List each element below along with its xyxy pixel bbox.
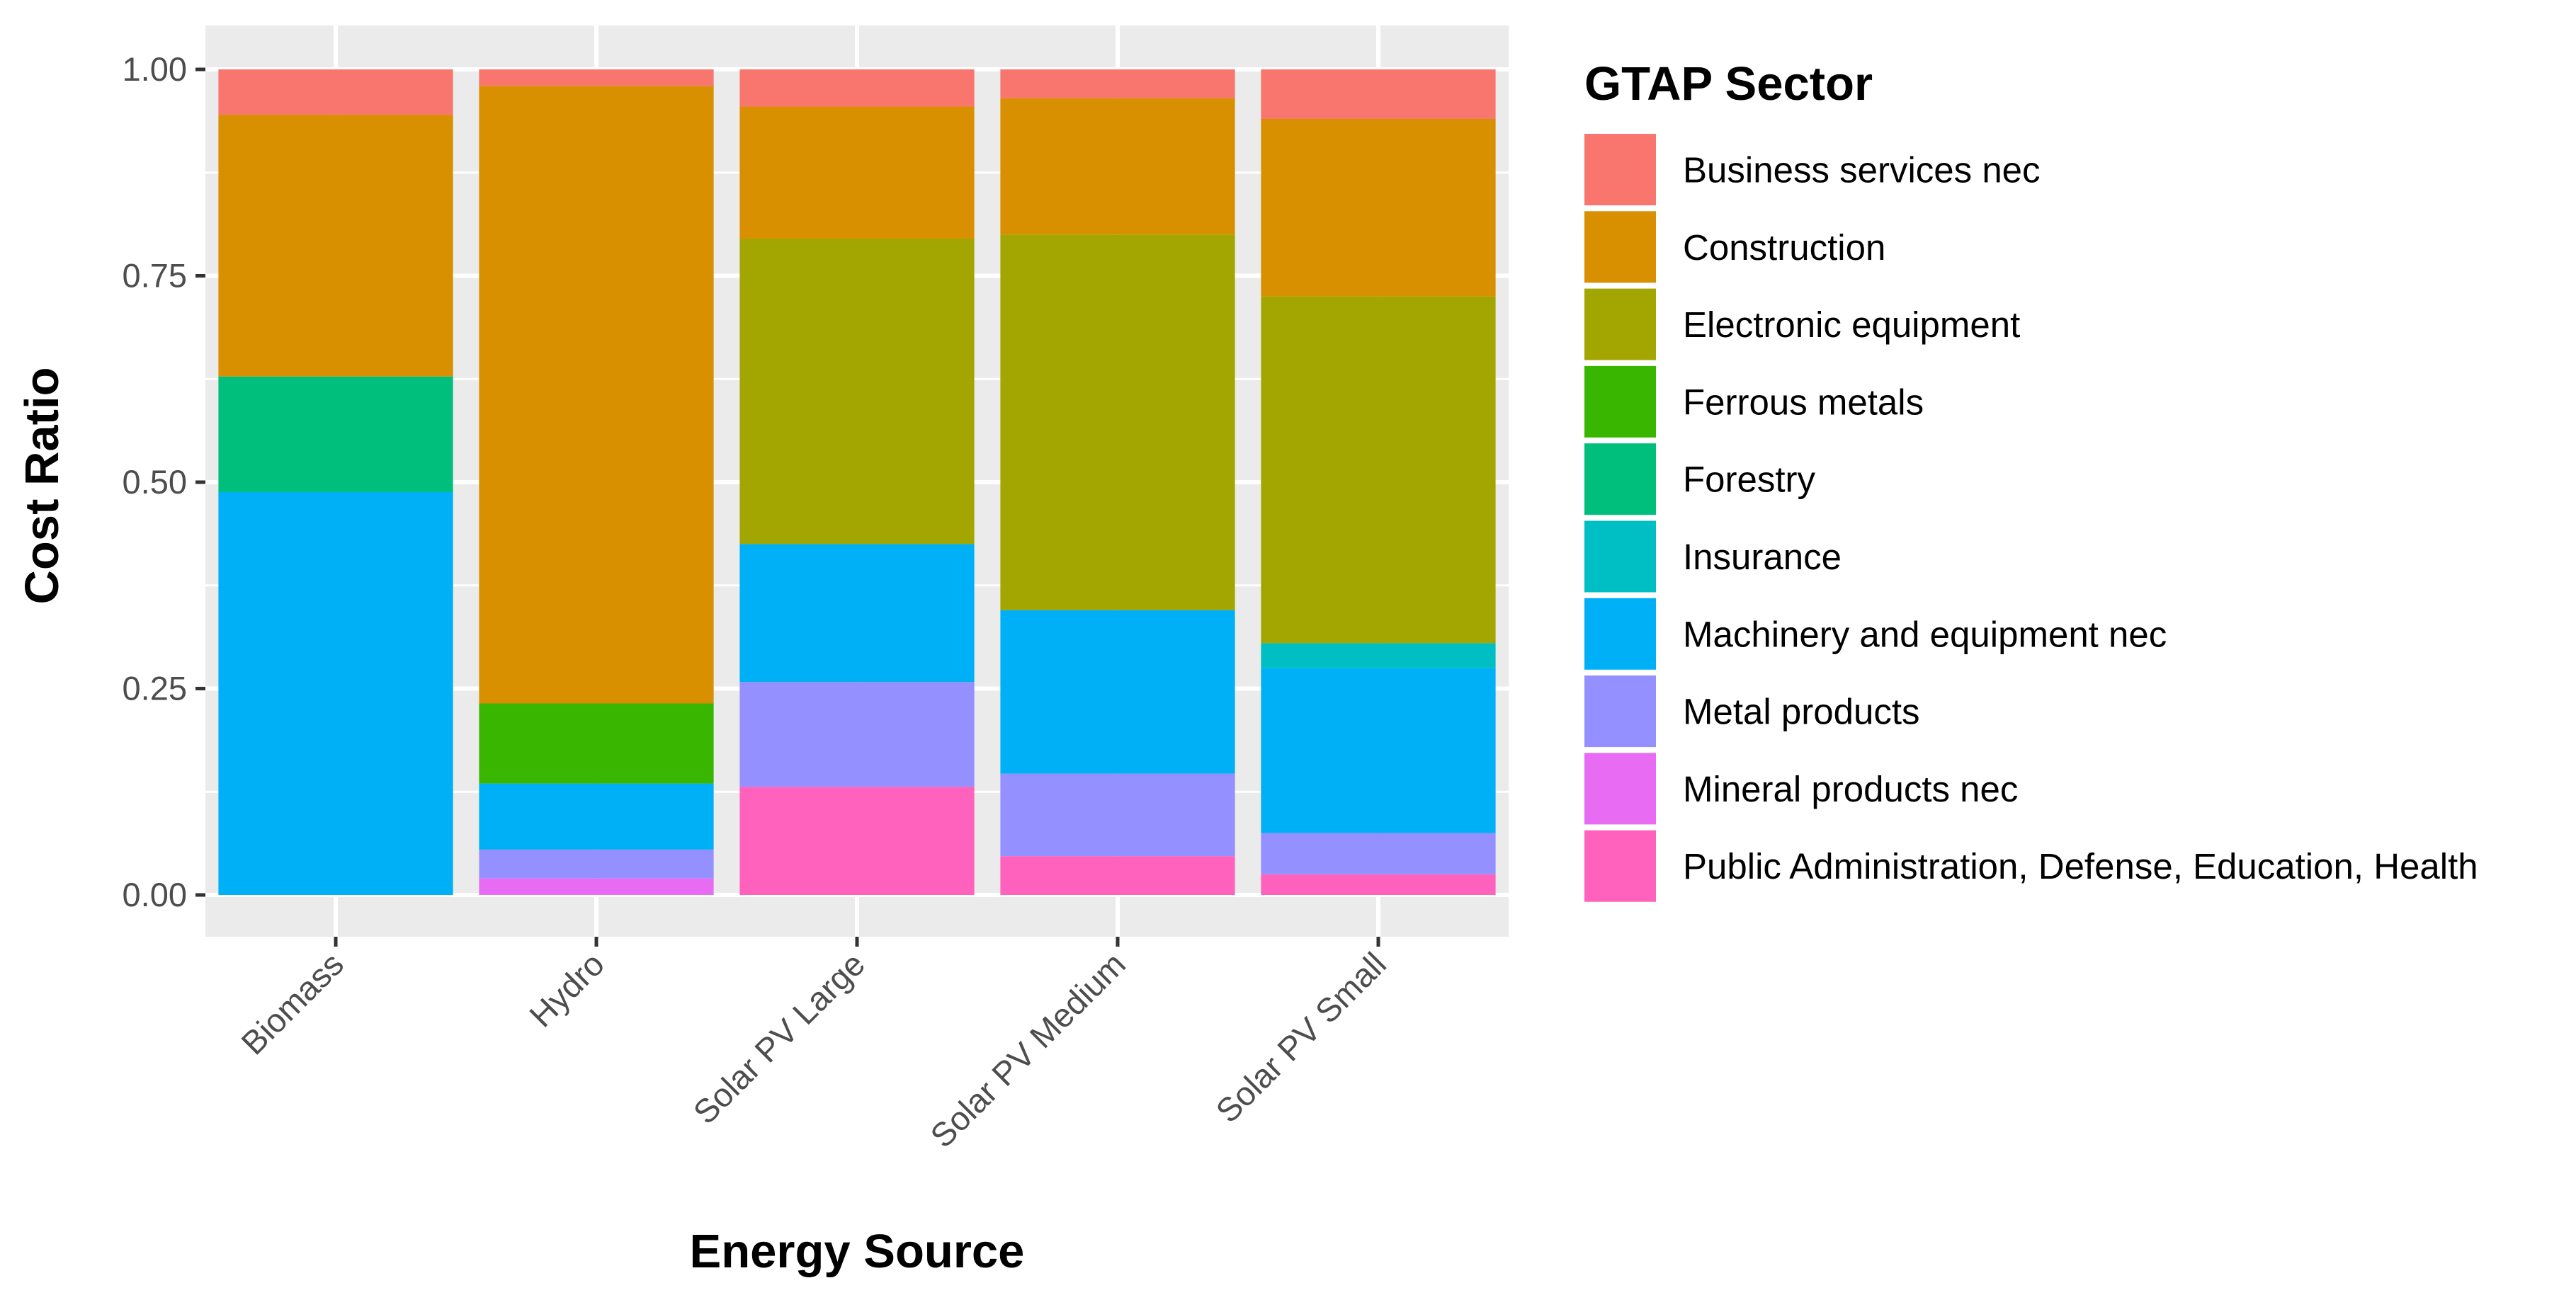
legend-label: Construction: [1683, 227, 1885, 268]
x-tick-label: Solar PV Medium: [923, 945, 1133, 1155]
x-tick-label: Solar PV Small: [1208, 945, 1393, 1130]
bar-segment: [479, 878, 714, 895]
bar-segment: [1000, 69, 1235, 98]
legend-label: Ferrous metals: [1683, 382, 1924, 422]
bar-segment: [1261, 874, 1496, 895]
legend-key: [1584, 211, 1656, 283]
bar-segment: [739, 69, 975, 107]
legend-label: Insurance: [1683, 537, 1842, 577]
bar-segment: [1000, 773, 1235, 857]
legend-key: [1584, 830, 1656, 902]
bar-segment: [479, 86, 714, 704]
x-axis: Biomass Hydro Solar PV Large Solar PV Mediu…: [234, 937, 1393, 1155]
bar-segment: [739, 544, 975, 683]
bar-segment: [479, 703, 714, 784]
bar-segment: [1261, 833, 1496, 874]
bar-segment: [1261, 118, 1496, 297]
bars: [218, 69, 1496, 895]
bar-segment: [479, 783, 714, 850]
bar-segment: [218, 491, 453, 895]
legend-key: [1584, 134, 1656, 205]
y-tick-label: 0.75: [123, 257, 187, 295]
legend-key: [1584, 288, 1656, 360]
bar-segment: [218, 69, 453, 115]
y-tick-label: 0.25: [123, 670, 187, 707]
bar-segment: [1261, 296, 1496, 644]
legend-label: Business services nec: [1683, 150, 2041, 190]
bar-segment: [218, 376, 453, 492]
legend-label: Electronic equipment: [1683, 304, 2020, 345]
legend-key: [1584, 443, 1656, 515]
bar-segment: [479, 849, 714, 879]
legend-label: Public Administration, Defense, Educatio…: [1683, 846, 2478, 886]
x-axis-title: Energy Source: [690, 1225, 1025, 1278]
x-tick-label: Hydro: [522, 945, 611, 1034]
y-tick-label: 1.00: [123, 50, 187, 88]
legend: Business services nec Construction Electro…: [1584, 134, 2478, 902]
legend-label: Machinery and equipment nec: [1683, 614, 2167, 654]
legend-key: [1584, 675, 1656, 748]
y-tick-label: 0.00: [123, 876, 187, 913]
bar-segment: [739, 239, 975, 544]
bar-segment: [1261, 668, 1496, 833]
y-axis: 0.00 0.25 0.50 0.75 1.00: [123, 50, 205, 913]
legend-label: Forestry: [1683, 460, 1816, 500]
legend-key: [1584, 520, 1656, 593]
bar-segment: [1000, 610, 1235, 774]
legend-label: Mineral products nec: [1683, 769, 2018, 809]
legend-key: [1584, 598, 1656, 670]
bar-segment: [739, 106, 975, 239]
legend-key: [1584, 753, 1656, 825]
bar-segment: [1000, 856, 1235, 895]
bar-segment: [479, 69, 714, 86]
x-tick-label: Biomass: [234, 945, 351, 1062]
bar-segment: [1261, 69, 1496, 119]
bar-segment: [218, 115, 453, 377]
bar-segment: [739, 787, 975, 895]
bar-segment: [739, 682, 975, 787]
y-axis-title: Cost Ratio: [16, 367, 69, 605]
legend-key: [1584, 365, 1656, 438]
x-tick-label: Solar PV Large: [686, 945, 872, 1131]
y-tick-label: 0.50: [123, 463, 187, 501]
legend-label: Metal products: [1683, 692, 1920, 732]
bar-segment: [1000, 98, 1235, 235]
bar-segment: [1000, 234, 1235, 610]
bar-segment: [1261, 643, 1496, 668]
legend-title: GTAP Sector: [1584, 57, 1873, 110]
